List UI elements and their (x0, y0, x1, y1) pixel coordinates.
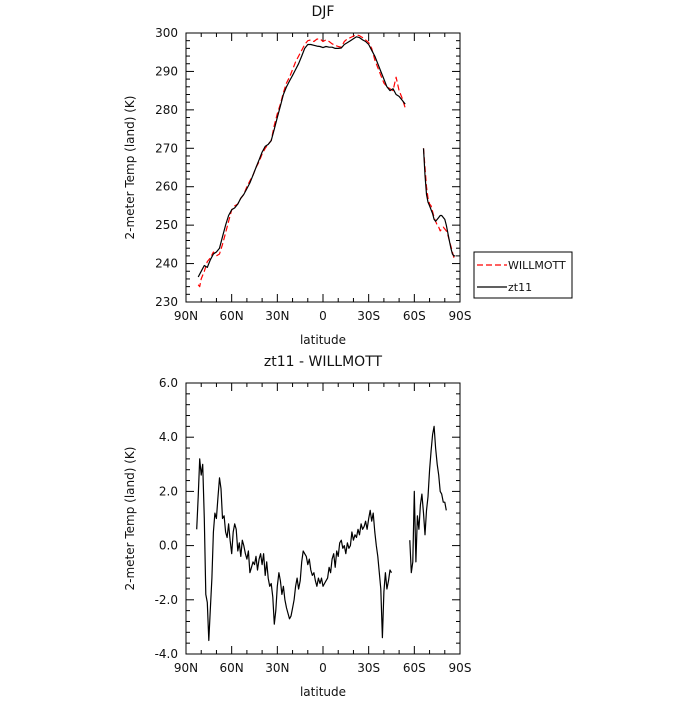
x-axis-label: latitude (300, 685, 346, 699)
chart-title: DJF (312, 4, 335, 20)
y-tick-label: 6.0 (159, 376, 178, 390)
y-tick-label: 230 (155, 295, 178, 309)
y-axis-label: 2-meter Temp (land) (K) (123, 447, 137, 591)
x-tick-label: 90S (449, 661, 472, 675)
x-tick-label: 60N (220, 661, 244, 675)
x-tick-label: 0 (319, 661, 327, 675)
y-tick-label: 2.0 (159, 484, 178, 498)
series-line-difference-seg1 (196, 458, 393, 642)
legend-label-zt11: zt11 (508, 281, 532, 294)
x-tick-label: 30S (357, 661, 380, 675)
y-tick-label: 4.0 (159, 430, 178, 444)
legend-box (473, 251, 573, 299)
legend-label-willmott: WILLMOTT (508, 259, 566, 272)
y-tick-label: 270 (155, 141, 178, 155)
plot-frame (185, 382, 461, 655)
y-tick-label: 260 (155, 180, 178, 194)
y-tick-label: 250 (155, 218, 178, 232)
y-tick-label: 280 (155, 103, 178, 117)
y-tick-label: -4.0 (155, 647, 178, 661)
y-axis-label: 2-meter Temp (land) (K) (123, 96, 137, 240)
x-tick-label: 30N (265, 309, 289, 323)
y-tick-label: 240 (155, 257, 178, 271)
x-tick-label: 90N (174, 661, 198, 675)
x-tick-label: 30N (265, 661, 289, 675)
y-tick-label: -2.0 (155, 593, 178, 607)
x-tick-label: 60N (220, 309, 244, 323)
x-axis-label: latitude (300, 333, 346, 347)
y-tick-label: 0.0 (159, 539, 178, 553)
x-tick-label: 90N (174, 309, 198, 323)
x-tick-label: 30S (357, 309, 380, 323)
x-tick-label: 60S (403, 661, 426, 675)
chart-title: zt11 - WILLMOTT (264, 354, 383, 370)
series-line-difference-seg2 (409, 425, 447, 574)
x-tick-label: 60S (403, 309, 426, 323)
chart-panel-2: zt11 - WILLMOTT 90N 60N 30N 0 30S 60S 90S -4.0 -2… (123, 354, 471, 699)
legend: WILLMOTT zt11 (473, 251, 573, 299)
plot-frame (185, 32, 461, 303)
x-tick-label: 90S (449, 309, 472, 323)
series-line-willmott-seg1 (197, 34, 406, 288)
y-tick-label: 290 (155, 64, 178, 78)
series-line-zt11-seg1 (197, 36, 406, 278)
chart-panel-1: DJF 90N 60N 30N 0 30S 60S 90S 230 240 250 260 270 280… (123, 4, 573, 347)
y-tick-label: 300 (155, 26, 178, 40)
x-tick-label: 0 (319, 309, 327, 323)
series-line-zt11-seg2 (422, 148, 456, 257)
